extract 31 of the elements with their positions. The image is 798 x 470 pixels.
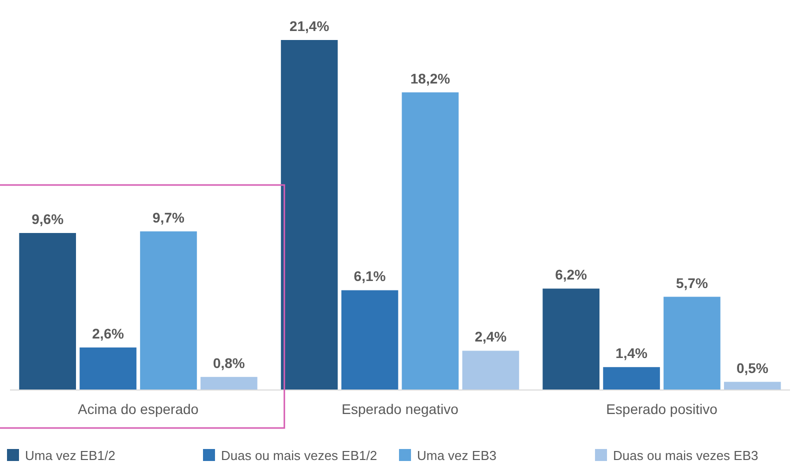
bar bbox=[462, 350, 520, 390]
legend-label: Uma vez EB3 bbox=[417, 448, 496, 463]
data-label: 1,4% bbox=[616, 345, 648, 362]
x-tick-label: Acima do esperado bbox=[78, 401, 199, 417]
bar bbox=[341, 290, 398, 390]
data-label: 5,7% bbox=[676, 274, 708, 291]
legend-label: Duas ou mais vezes EB3 bbox=[613, 448, 758, 463]
bar bbox=[140, 231, 197, 390]
bar bbox=[402, 92, 459, 390]
bar bbox=[603, 367, 660, 390]
bar bbox=[80, 347, 136, 390]
x-tick-label: Esperado negativo bbox=[342, 401, 459, 417]
data-label: 6,2% bbox=[555, 266, 588, 283]
data-label: 0,8% bbox=[212, 354, 246, 371]
legend-label: Uma vez EB1/2 bbox=[25, 448, 116, 463]
bar bbox=[280, 40, 338, 390]
data-label: 18,2% bbox=[410, 70, 451, 86]
legend-label: Duas ou mais vezes EB1/2 bbox=[221, 448, 378, 463]
bar bbox=[664, 296, 720, 390]
data-label: 2,4% bbox=[474, 328, 508, 345]
bar bbox=[724, 382, 781, 390]
data-label: 9,6% bbox=[32, 210, 64, 227]
data-label: 21,4% bbox=[289, 18, 330, 34]
bar bbox=[542, 288, 600, 390]
data-label: 9,7% bbox=[152, 209, 185, 226]
bar bbox=[200, 376, 258, 390]
x-tick-label: Esperado positivo bbox=[606, 401, 718, 417]
bar bbox=[19, 232, 76, 390]
data-label: 2,6% bbox=[92, 325, 125, 342]
data-label: 6,1% bbox=[354, 268, 386, 284]
data-label: 0,5% bbox=[736, 360, 769, 376]
